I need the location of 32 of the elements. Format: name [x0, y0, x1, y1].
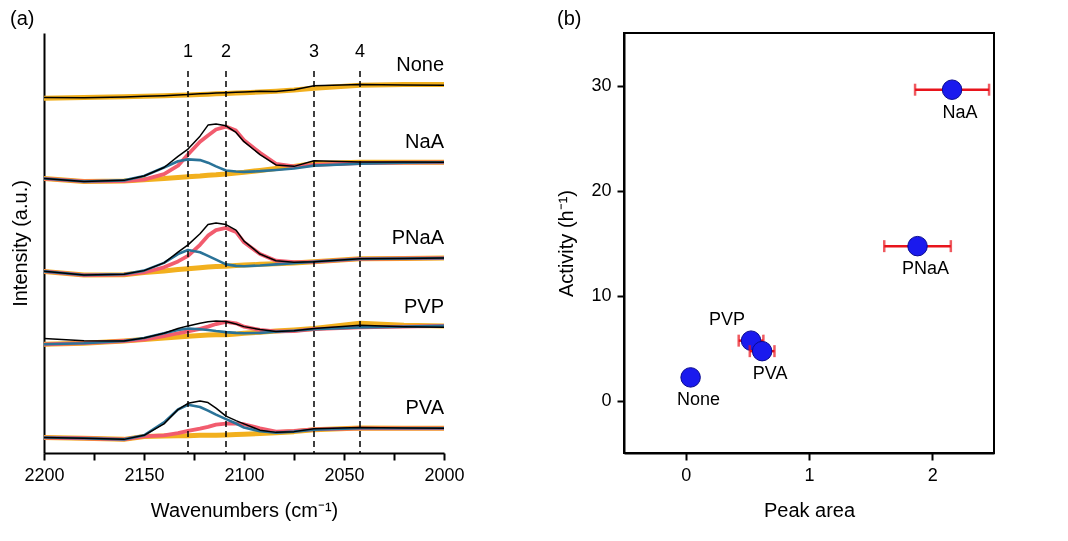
x-tick-label: 2	[927, 464, 938, 485]
x-tick-label: 2150	[124, 464, 165, 485]
series-label: PNaA	[902, 258, 950, 279]
series-label: NaA	[942, 101, 978, 122]
series-label: NaA	[405, 130, 445, 153]
x-tick-label: 2200	[24, 464, 65, 485]
x-axis-title: Peak area	[763, 498, 856, 521]
y-axis-title: Activity (h⁻¹)	[555, 190, 578, 297]
chart-title: (b)	[556, 7, 582, 29]
text: 1	[182, 41, 194, 61]
text: 2	[220, 41, 232, 61]
x-tick-label: 2050	[324, 464, 365, 485]
text: 3	[308, 41, 320, 61]
series-label: PVA	[752, 363, 788, 384]
y-tick-label: 20	[591, 180, 612, 200]
y-axis-title: Intensity (a.u.)	[8, 180, 31, 307]
series-label: PVP	[709, 308, 746, 329]
text: 4	[354, 41, 366, 61]
y-tick-label: 0	[601, 390, 612, 410]
x-tick-label: 1	[804, 464, 815, 485]
chart-title: (a)	[10, 7, 35, 29]
series-label: None	[396, 53, 444, 76]
series-label: None	[677, 389, 721, 410]
x-tick-label: 2000	[424, 464, 465, 485]
series-label: PVP	[403, 295, 444, 318]
y-tick-label: 10	[591, 285, 612, 305]
x-tick-label: 2100	[224, 464, 265, 485]
x-axis-title: Wavenumbers (cm⁻¹)	[150, 498, 339, 521]
y-tick-label: 30	[591, 75, 612, 95]
series-label: PVA	[405, 396, 445, 419]
series-label: PNaA	[391, 226, 445, 249]
x-tick-label: 0	[681, 464, 692, 485]
